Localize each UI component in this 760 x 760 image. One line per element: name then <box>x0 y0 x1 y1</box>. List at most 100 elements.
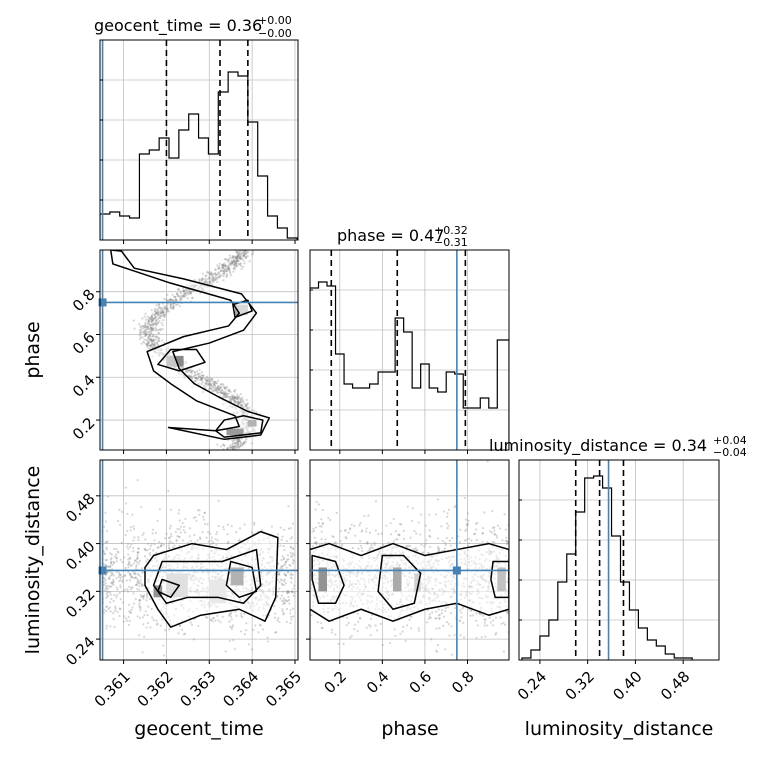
phase-vs-time-sample-point <box>245 404 248 407</box>
distance-vs-phase-sample-point <box>365 527 368 530</box>
distance-vs-time-sample-point <box>112 583 115 587</box>
distance-vs-time-sample-point <box>229 615 233 618</box>
phase-vs-time-sample-point <box>224 391 227 394</box>
distance-vs-time-sample-point <box>193 533 196 537</box>
phase-vs-time-sample-point <box>145 334 148 337</box>
phase-vs-time-sample-point <box>185 288 188 292</box>
distance-vs-phase-sample-point <box>387 541 390 544</box>
phase-vs-time-sample-point <box>225 386 228 389</box>
distance-vs-time-sample-point <box>151 528 154 531</box>
phase-vs-time-sample-point <box>166 293 169 296</box>
distance-vs-phase-xtick-label: 0.2 <box>320 668 350 698</box>
distance-vs-time-sample-point <box>127 623 131 627</box>
phase-vs-time-sample-point <box>239 399 243 402</box>
phase-vs-time-sample-point <box>157 303 160 306</box>
phase-vs-time-sample-point <box>143 335 147 338</box>
phase-vs-time-sample-point <box>230 262 233 266</box>
distance-vs-time-sample-point <box>243 612 246 615</box>
xlabel-luminosity-distance: luminosity_distance <box>525 718 714 740</box>
phase-vs-time-sample-point <box>157 302 161 306</box>
distance-vs-time-sample-point <box>285 566 288 569</box>
phase-vs-time-sample-point <box>209 270 212 274</box>
distance-vs-time-sample-point <box>219 621 222 624</box>
distance-vs-phase-sample-point <box>441 539 444 542</box>
phase-vs-time-sample-point <box>176 303 179 306</box>
phase-vs-time-sample-point <box>239 256 242 259</box>
distance-vs-time-sample-point <box>286 558 289 562</box>
distance-vs-time-sample-point <box>285 574 288 577</box>
distance-vs-time-sample-point <box>130 564 133 567</box>
distance-vs-time-sample-point <box>230 627 233 631</box>
panel-luminosity-distance-vs-phase: 0.2 0.4 0.6 0.8 <box>306 459 510 698</box>
distance-vs-time-sample-point <box>103 589 107 592</box>
phase-vs-time-sample-point <box>234 262 237 265</box>
distance-vs-time-sample-point <box>285 560 288 564</box>
phase-vs-time-sample-point <box>186 297 189 300</box>
distance-vs-time-sample-point <box>273 605 276 608</box>
phase-vs-time-sample-point <box>145 342 148 346</box>
phase-vs-time-sample-point <box>143 332 146 335</box>
phase-vs-time-sample-point <box>151 319 154 322</box>
distance-vs-phase-sample-point <box>475 612 478 615</box>
phase-vs-time-sample-point <box>240 267 243 271</box>
distance-vs-time-sample-point <box>122 556 126 559</box>
distance-vs-phase-sample-point <box>445 537 448 540</box>
phase-vs-time-sample-point <box>238 256 241 259</box>
distance-vs-phase-sample-point <box>410 615 413 618</box>
distance-vs-phase-sample-point <box>385 524 388 527</box>
distance-vs-phase-sample-point <box>330 631 333 634</box>
distance-vs-time-sample-point <box>107 607 110 611</box>
distance-vs-time-sample-point <box>117 575 120 578</box>
phase-vs-time-sample-point <box>190 370 193 373</box>
distance-vs-phase-sample-point <box>444 609 447 612</box>
phase-vs-time-sample-point <box>166 308 170 311</box>
phase-vs-time-sample-point <box>210 378 213 381</box>
phase-vs-time-sample-point <box>231 261 234 264</box>
distance-vs-time-sample-point <box>116 588 119 591</box>
phase-vs-time-sample-point <box>235 255 239 258</box>
distance-vs-time-sample-point <box>184 517 187 520</box>
phase-vs-time-sample-point <box>235 256 238 259</box>
distance-vs-phase-sample-point <box>505 536 508 539</box>
phase-vs-time-sample-point <box>189 291 192 294</box>
distance-vs-phase-contour <box>310 542 509 622</box>
distance-vs-time-sample-point <box>136 580 139 584</box>
distance-vs-time-sample-point <box>102 580 106 584</box>
distance-vs-phase-sample-point <box>368 547 371 551</box>
distance-vs-phase-sample-point <box>408 544 412 548</box>
phase-vs-time-sample-point <box>224 265 227 268</box>
phase-vs-time-sample-point <box>144 325 148 328</box>
phase-vs-time-sample-point <box>238 256 241 260</box>
distance-vs-time-sample-point <box>118 573 121 576</box>
distance-vs-phase-sample-point <box>438 617 441 620</box>
phase-vs-time-sample-point <box>159 310 162 313</box>
phase-vs-time-sample-point <box>235 251 238 254</box>
phase-vs-time-sample-point <box>219 383 223 386</box>
phase-vs-time-sample-point <box>234 401 237 404</box>
phase-vs-time-sample-point <box>212 276 215 280</box>
distance-vs-time-sample-point <box>126 588 129 591</box>
phase-vs-time-sample-point <box>197 382 200 385</box>
phase-vs-time-sample-point <box>176 294 179 298</box>
phase-vs-time-sample-point <box>247 250 250 254</box>
phase-vs-time-sample-point <box>144 321 147 325</box>
phase-vs-time-sample-point <box>149 338 152 341</box>
distance-vs-time-sample-point <box>105 548 108 551</box>
phase-vs-time-sample-point <box>193 278 196 282</box>
distance-vs-time-sample-point <box>127 547 130 550</box>
distance-vs-time-sample-point <box>128 619 131 622</box>
phase-vs-time-sample-point <box>228 395 232 398</box>
distance-vs-time-sample-point <box>239 630 243 633</box>
distance-vs-phase-sample-point <box>478 612 482 615</box>
distance-vs-time-sample-point <box>109 565 112 568</box>
phase-vs-time-sample-point <box>225 275 228 278</box>
phase-vs-time-sample-point <box>217 379 220 382</box>
distance-vs-phase-sample-point <box>409 536 412 539</box>
title-phase-minus: −0.31 <box>434 236 468 249</box>
distance-vs-time-sample-point <box>280 538 283 541</box>
distance-vs-phase-sample-point <box>443 510 446 513</box>
distance-vs-time-sample-point <box>291 590 294 593</box>
phase-vs-time-sample-point <box>196 377 199 380</box>
distance-vs-phase-sample-point <box>475 538 478 542</box>
distance-hist-frame <box>518 459 720 661</box>
